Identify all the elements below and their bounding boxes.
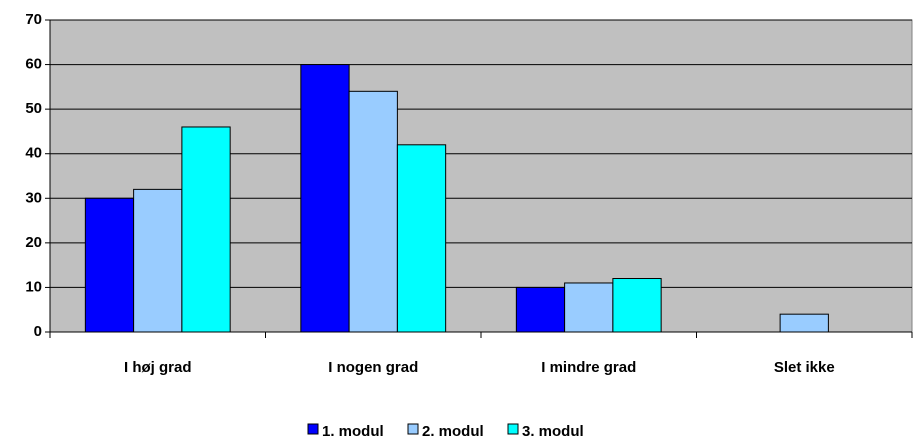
legend-swatch: [407, 423, 419, 435]
y-tick-label: 30: [25, 189, 42, 206]
bar: [515, 286, 566, 333]
bar: [779, 313, 829, 333]
legend-label: 2. modul: [422, 423, 484, 440]
bar: [396, 144, 447, 333]
x-tick-label: Slet ikke: [774, 359, 835, 376]
bar: [348, 90, 398, 333]
legend-swatch: [507, 423, 519, 435]
y-tick-label: 70: [25, 11, 42, 28]
legend-label: 1. modul: [322, 423, 384, 440]
y-tick-label: 10: [25, 278, 42, 295]
x-tick-label: I høj grad: [124, 359, 192, 376]
bar: [84, 197, 135, 333]
y-tick-label: 20: [25, 234, 42, 251]
bar: [133, 188, 183, 333]
y-tick-label: 0: [34, 323, 42, 340]
y-tick-label: 60: [25, 56, 42, 73]
bar: [181, 126, 231, 333]
bar: [612, 278, 662, 333]
legend-swatch: [307, 423, 319, 435]
x-tick-label: I nogen grad: [328, 359, 418, 376]
y-tick-label: 50: [25, 100, 42, 117]
y-tick-label: 40: [25, 145, 42, 162]
bar: [564, 282, 614, 333]
x-tick-label: I mindre grad: [541, 359, 636, 376]
legend-label: 3. modul: [522, 423, 584, 440]
bar: [300, 64, 350, 333]
